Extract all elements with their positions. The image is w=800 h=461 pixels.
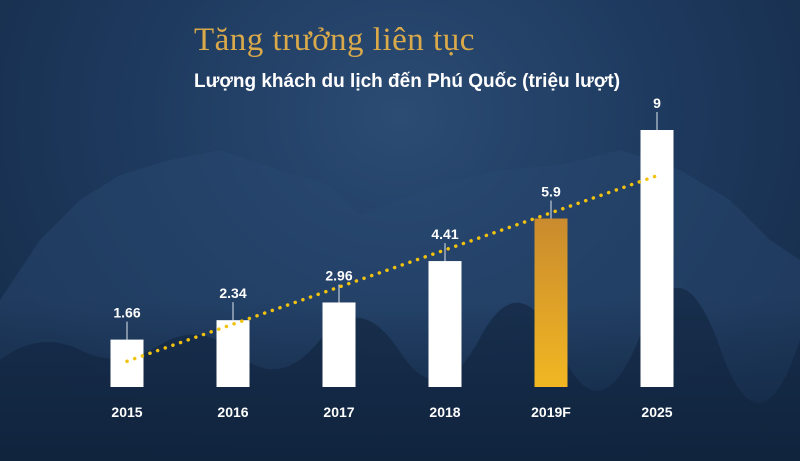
bar-2019F: [534, 218, 568, 387]
bar-2025: [640, 130, 674, 387]
data-label-2025: 9: [653, 95, 661, 111]
category-label-2017: 2017: [323, 404, 354, 420]
category-label-2016: 2016: [217, 404, 248, 420]
data-label-2018: 4.41: [431, 226, 458, 242]
category-label-2019F: 2019F: [531, 404, 571, 420]
data-label-2016: 2.34: [219, 285, 246, 301]
bar-2015: [110, 339, 144, 387]
bars-layer: [110, 112, 674, 387]
data-label-2017: 2.96: [325, 267, 352, 283]
bar-2017: [322, 302, 356, 387]
data-label-2015: 1.66: [113, 305, 140, 321]
chart-title: Tăng trưởng liên tục: [194, 22, 475, 58]
category-label-2018: 2018: [429, 404, 460, 420]
data-label-2019F: 5.9: [541, 184, 561, 200]
category-label-2025: 2025: [641, 404, 672, 420]
bar-2016: [216, 320, 250, 387]
chart-subtitle: Lượng khách du lịch đến Phú Quốc (triệu …: [194, 71, 621, 92]
bar-2018: [428, 261, 462, 387]
category-label-2015: 2015: [111, 404, 142, 420]
labels-layer: 1.66 2015 2.34 2016 2.96 2017 4.41 2018 5.9 2019F…: [111, 95, 672, 420]
